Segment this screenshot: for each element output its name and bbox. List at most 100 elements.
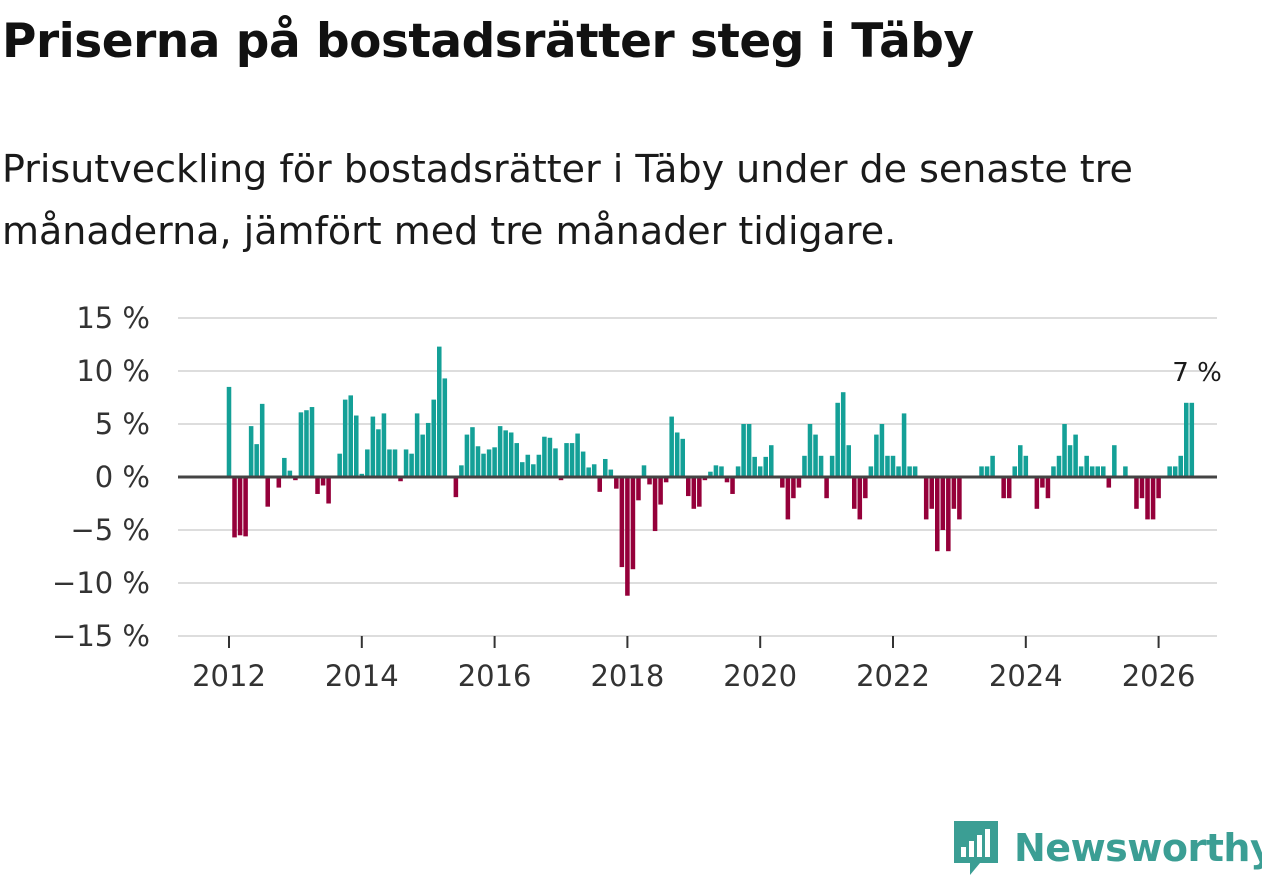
bar [885,455,890,477]
y-tick-label: 15 % [76,301,150,335]
x-tick-label: 2016 [458,659,532,693]
y-tick-label: −5 % [70,513,150,547]
bar [459,465,464,477]
bar [785,477,791,520]
bar [625,477,630,596]
bar [1084,455,1089,477]
bar [874,434,879,477]
x-tick-label: 2020 [723,659,797,693]
bar [403,449,409,477]
bar [857,477,863,520]
bar [381,413,387,477]
bar [486,449,492,477]
bar [326,477,331,504]
bar [912,466,918,477]
bar [680,438,685,477]
bar [232,477,237,538]
bar [724,477,730,483]
bar [525,454,531,477]
bar [879,424,885,477]
bar [652,477,658,532]
bar [901,413,907,477]
bar [365,449,370,477]
bar [376,429,381,477]
bar [575,433,580,477]
bar [708,471,713,477]
bar [1034,477,1040,509]
bar [619,477,625,568]
bar [791,477,796,499]
bar [608,469,614,477]
newsworthy-logo-text: Newsworthy [1014,826,1262,870]
bar [896,466,901,477]
bar [503,430,508,477]
bar [1101,466,1106,477]
bar [641,465,647,477]
bar [1172,466,1178,477]
bar [1189,402,1195,477]
bar [304,410,309,477]
bar [846,445,851,477]
bar [237,477,243,536]
bar [492,447,497,477]
bar [603,458,608,477]
bar [946,477,951,552]
bar [674,432,680,477]
y-tick-label: 5 % [95,407,150,441]
x-tick-label: 2022 [856,659,930,693]
bar [663,477,669,483]
bar [597,477,602,492]
bar [531,464,536,477]
bar [1040,477,1045,488]
bar [796,477,802,488]
bar [1150,477,1156,520]
x-tick-label: 2024 [989,659,1063,693]
bar [354,415,359,477]
bar [890,455,896,477]
bar [586,467,591,477]
bar [702,477,708,481]
bar [564,443,569,477]
x-tick-label: 2026 [1122,659,1196,693]
bar [1051,466,1056,477]
bar [979,466,984,477]
bar [475,446,481,477]
bar [431,399,436,477]
bar [1167,466,1172,477]
bar [957,477,962,520]
bar [1106,477,1112,488]
bar [464,434,470,477]
bar [636,477,641,501]
bar [1145,477,1150,520]
bar [453,477,459,498]
bar [1006,477,1012,499]
bar [1112,445,1117,477]
y-tick-label: 0 % [95,460,150,494]
chart-title: Priserna på bostadsrätter steg i Täby [2,14,974,69]
bar [746,424,752,477]
x-axis-ticks: 2012 2014 2016 2018 2020 2022 2024 2026 [192,636,1196,693]
bar [226,386,232,477]
bar [1001,477,1006,499]
bar [951,477,957,509]
bar-series [226,346,1195,596]
bar [309,407,315,477]
x-tick-label: 2018 [590,659,664,693]
bar [1045,477,1051,499]
bar [658,477,663,505]
bar [542,436,547,477]
bar [1056,455,1062,477]
bar [829,455,835,477]
bar [1078,466,1084,477]
bar [591,464,597,477]
bar [337,453,342,477]
bar [320,477,326,486]
bar [1018,445,1023,477]
last-value-label: 7 % [1172,358,1222,388]
bar [940,477,946,530]
bar [276,477,282,488]
bar [470,427,475,477]
bar [437,346,442,477]
bar [669,416,674,477]
bar [780,477,785,488]
